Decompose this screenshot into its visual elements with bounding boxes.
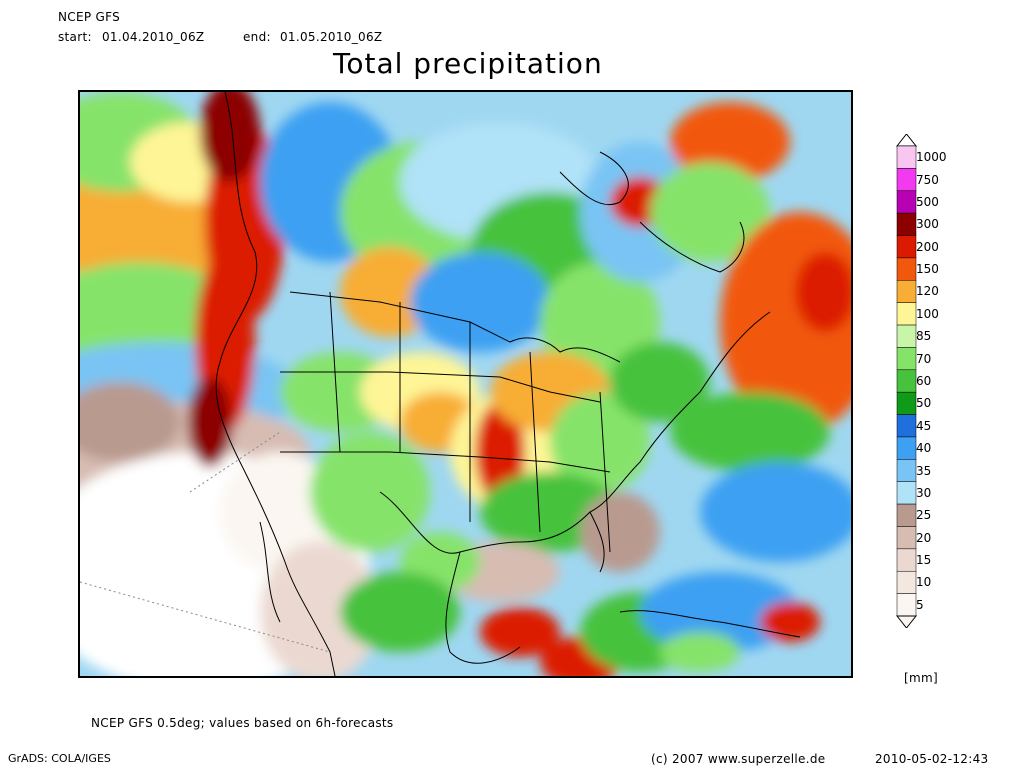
legend-label-30: 30 bbox=[916, 485, 932, 500]
legend-swatch-25 bbox=[896, 503, 917, 527]
end-time: 01.05.2010_06Z bbox=[280, 30, 383, 44]
legend-swatch-500 bbox=[896, 190, 917, 214]
legend-label-50: 50 bbox=[916, 396, 932, 411]
legend-colorbar bbox=[896, 134, 918, 628]
legend-cap-top bbox=[896, 134, 918, 147]
legend-cap-bottom bbox=[896, 615, 918, 628]
legend-swatch-750 bbox=[896, 168, 917, 192]
legend-label-15: 15 bbox=[916, 553, 932, 568]
legend-label-300: 300 bbox=[916, 217, 939, 232]
legend-swatch-35 bbox=[896, 459, 917, 482]
legend-swatch-70 bbox=[896, 347, 917, 371]
legend-label-85: 85 bbox=[916, 329, 932, 344]
legend-label-45: 45 bbox=[916, 418, 932, 433]
legend-label-70: 70 bbox=[916, 351, 932, 366]
model-name: NCEP GFS bbox=[58, 10, 120, 24]
legend-label-25: 25 bbox=[916, 508, 932, 523]
legend-swatch-150 bbox=[896, 257, 917, 281]
map-title: Total precipitation bbox=[333, 47, 603, 80]
legend-swatch-120 bbox=[896, 280, 917, 303]
legend-label-20: 20 bbox=[916, 530, 932, 545]
legend-swatch-60 bbox=[896, 369, 917, 393]
legend-label-35: 35 bbox=[916, 463, 932, 478]
start-label: start: bbox=[58, 30, 92, 44]
data-note: NCEP GFS 0.5deg; values based on 6h-fore… bbox=[91, 716, 394, 730]
legend-swatch-30 bbox=[896, 481, 917, 505]
timestamp: 2010-05-02-12:43 bbox=[875, 752, 989, 766]
legend-swatch-300 bbox=[896, 212, 917, 236]
legend-swatch-45 bbox=[896, 414, 917, 438]
legend-label-500: 500 bbox=[916, 194, 939, 209]
color-legend: 1000 750 500 300 200 150 120 100 85 70 60 50 45 40 35 3… bbox=[896, 134, 1024, 628]
legend-swatch-50 bbox=[896, 391, 917, 415]
map-borders bbox=[215, 92, 801, 676]
legend-label-750: 750 bbox=[916, 172, 939, 187]
precip-blobs bbox=[80, 92, 851, 676]
precipitation-map bbox=[78, 90, 853, 678]
legend-label-10: 10 bbox=[916, 575, 932, 590]
start-time: 01.04.2010_06Z bbox=[102, 30, 205, 44]
legend-swatch-1000 bbox=[896, 145, 917, 169]
dotted-boundaries bbox=[80, 431, 331, 653]
legend-label-200: 200 bbox=[916, 239, 939, 254]
legend-swatch-10 bbox=[896, 570, 917, 594]
legend-label-120: 120 bbox=[916, 284, 939, 299]
legend-label-1000: 1000 bbox=[916, 150, 947, 165]
legend-swatch-100 bbox=[896, 302, 917, 326]
legend-swatch-15 bbox=[896, 548, 917, 572]
precipitation-field bbox=[80, 92, 851, 676]
legend-swatch-20 bbox=[896, 526, 917, 550]
legend-swatch-85 bbox=[896, 324, 917, 348]
end-label: end: bbox=[243, 30, 271, 44]
copyright: (c) 2007 www.superzelle.de bbox=[651, 752, 826, 766]
legend-swatch-5 bbox=[896, 593, 917, 617]
legend-label-5: 5 bbox=[916, 597, 924, 612]
legend-label-100: 100 bbox=[916, 306, 939, 321]
legend-label-40: 40 bbox=[916, 441, 932, 456]
legend-swatch-40 bbox=[896, 436, 917, 460]
software-credit: GrADS: COLA/IGES bbox=[8, 752, 111, 765]
legend-unit: [mm] bbox=[904, 671, 938, 685]
legend-label-150: 150 bbox=[916, 262, 939, 277]
legend-swatch-200 bbox=[896, 235, 917, 259]
legend-label-60: 60 bbox=[916, 374, 932, 388]
